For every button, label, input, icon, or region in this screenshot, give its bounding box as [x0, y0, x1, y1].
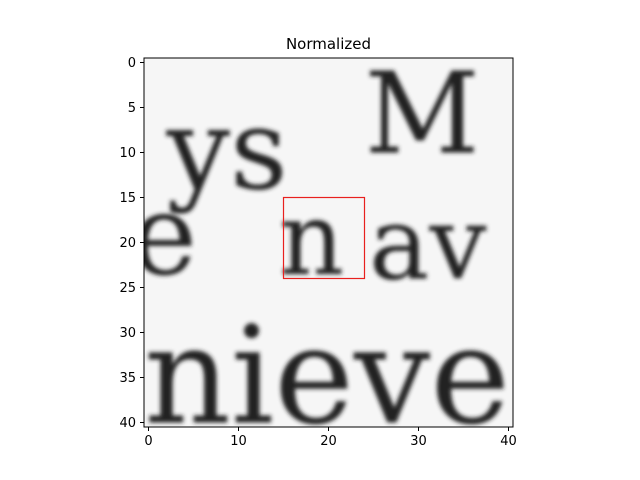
image-text-fragment: nieves	[144, 298, 579, 455]
y-tick-label: 10	[119, 146, 136, 161]
y-tick-label: 0	[128, 56, 136, 71]
y-tick-label: 15	[119, 191, 136, 206]
x-tick-label: 0	[144, 434, 152, 449]
y-tick-label: 40	[119, 416, 136, 431]
y-tick-label: 20	[119, 236, 136, 251]
x-axis: 0 10 20 30 40	[144, 427, 517, 449]
x-tick-label: 10	[230, 434, 247, 449]
image-text-fragment: e	[131, 170, 198, 301]
highlight-box	[282, 196, 366, 280]
y-tick-label: 35	[119, 371, 136, 386]
y-axis: 0 5 10 15 20 25 30 35 40	[119, 56, 144, 431]
x-tick-label: 30	[410, 434, 427, 449]
chart-title: Normalized	[286, 35, 371, 53]
x-tick-label: 20	[320, 434, 337, 449]
x-tick-label: 40	[500, 434, 517, 449]
y-tick-label: 5	[128, 101, 136, 116]
heatmap-background	[144, 58, 513, 427]
image-text-fragment: av	[369, 185, 487, 303]
image-text-fragment: M	[365, 49, 480, 180]
y-tick-label: 30	[119, 326, 136, 341]
y-tick-label: 25	[119, 281, 136, 296]
image-text-fragment: ys	[166, 85, 288, 216]
